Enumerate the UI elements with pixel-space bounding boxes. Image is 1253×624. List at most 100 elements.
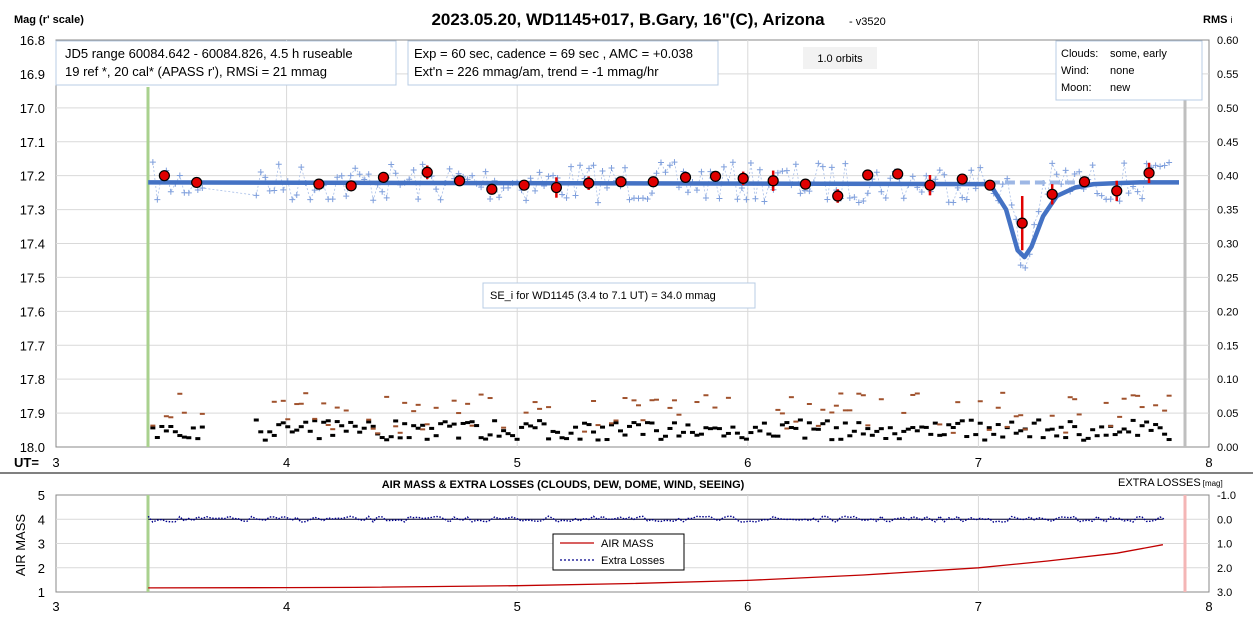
exposure-info-line1: Exp = 60 sec, cadence = 69 sec , AMC = +…: [414, 46, 693, 61]
raw-point: [792, 161, 799, 168]
se-box: SE_i for WD1145 (3.4 to 7.1 UT) = 34.0 m…: [482, 282, 756, 309]
bottom-y-tick-label: 5: [38, 488, 45, 503]
raw-point: [909, 173, 916, 180]
raw-point: [550, 172, 557, 179]
binned-point: [345, 180, 357, 192]
raw-point: [950, 199, 957, 206]
y-left-axis-title: Mag (r' scale): [14, 14, 84, 26]
top-y-tick-labels: 16.8 16.9 17.0 17.1 17.2 17.3 17.4 17.5 17.6 17.7…: [20, 33, 45, 455]
rms-marks: [150, 391, 1172, 442]
x-tick-label: 8: [1205, 455, 1212, 470]
raw-point: [469, 172, 476, 179]
raw-point: [702, 195, 709, 202]
raw-point: [932, 176, 939, 183]
raw-point: [433, 186, 440, 193]
raw-point: [622, 164, 629, 171]
raw-point: [851, 194, 858, 201]
raw-point: [608, 164, 615, 171]
raw-point: [657, 159, 664, 166]
raw-point: [684, 189, 691, 196]
raw-point: [644, 196, 651, 203]
raw-point: [1098, 192, 1105, 199]
bottom-chart-title: AIR MASS & EXTRA LOSSES (CLOUDS, DEW, DO…: [382, 479, 745, 491]
binned-point: [862, 169, 874, 181]
raw-point: [797, 190, 804, 197]
raw-point: [1062, 167, 1069, 174]
raw-point: [590, 162, 597, 169]
raw-point: [154, 196, 161, 203]
raw-point: [887, 175, 894, 182]
chart-version: - v3520: [849, 16, 886, 28]
binned-point: [1111, 185, 1123, 197]
raw-point: [446, 165, 453, 172]
raw-point: [774, 169, 781, 176]
raw-point: [532, 187, 539, 194]
binned-point: [453, 175, 466, 187]
y-tick-label: 17.5: [20, 270, 45, 285]
raw-point: [482, 168, 489, 175]
raw-point: [311, 187, 318, 194]
raw-point: [1022, 264, 1029, 271]
bottom-y-tick-label: 1: [38, 585, 45, 600]
weather-clouds-label: Clouds:: [1061, 48, 1098, 60]
y-tick-label: 18.0: [20, 440, 45, 455]
y2-tick-label: 0.55: [1217, 69, 1238, 81]
binned-point: [583, 177, 595, 189]
raw-point: [855, 199, 862, 206]
raw-point: [846, 195, 853, 202]
raw-point: [419, 161, 426, 168]
raw-point: [626, 196, 633, 203]
raw-point: [338, 172, 345, 179]
raw-point: [1076, 168, 1083, 175]
raw-point: [487, 195, 494, 202]
raw-point: [1107, 196, 1114, 203]
raw-point: [298, 164, 305, 171]
y2-tick-label: 0.00: [1217, 442, 1238, 454]
raw-point: [604, 184, 611, 191]
raw-point: [536, 169, 543, 176]
bottom-y2-tick-label: 0.0: [1217, 514, 1232, 526]
x-axis-title: UT=: [14, 455, 39, 470]
raw-point: [666, 162, 673, 169]
raw-point: [307, 196, 314, 203]
y2-tick-label: 0.10: [1217, 374, 1238, 386]
weather-box: Clouds: some, early Wind: none Moon: new: [1055, 40, 1203, 101]
raw-point: [1035, 208, 1042, 215]
top-y2-tick-labels: 0.60 0.55 0.50 0.45 0.40 0.35 0.30 0.25 0.20 0.15…: [1217, 35, 1238, 454]
y2-tick-label: 0.30: [1217, 239, 1238, 251]
raw-point: [275, 161, 282, 168]
raw-point: [563, 194, 570, 201]
raw-point: [356, 171, 363, 178]
binned-point: [679, 171, 692, 183]
raw-point: [415, 196, 422, 203]
raw-point: [743, 196, 750, 203]
raw-point: [1049, 160, 1056, 167]
y2-tick-label: 0.25: [1217, 272, 1238, 284]
binned-point: [1143, 167, 1155, 179]
raw-point: [199, 184, 206, 191]
raw-point: [1121, 160, 1128, 167]
bottom-y2-tick-label: 2.0: [1217, 563, 1232, 575]
raw-point: [864, 190, 871, 197]
binned-point: [984, 179, 996, 191]
binned-point: [486, 183, 498, 195]
raw-point: [729, 159, 736, 166]
bottom-y2-tick-labels: -1.0 0.0 1.0 2.0 3.0: [1217, 490, 1236, 599]
binned-point: [799, 178, 812, 190]
raw-point: [882, 195, 889, 202]
jd-info-line2: 19 ref *, 20 cal* (APASS r'), RMSi = 21 …: [65, 64, 327, 79]
raw-point: [923, 172, 930, 179]
raw-point: [878, 188, 885, 195]
raw-point: [257, 168, 264, 175]
raw-point: [392, 170, 399, 177]
raw-point: [1017, 262, 1024, 269]
y-right-axis-title: RMS i: [1203, 14, 1232, 26]
raw-point: [873, 169, 880, 176]
raw-point: [253, 192, 260, 199]
y2-tick-label: 0.50: [1217, 103, 1238, 115]
binned-point: [1046, 188, 1058, 200]
weather-clouds-value: some, early: [1110, 48, 1167, 60]
raw-point: [167, 188, 174, 195]
bottom-y2-tick-label: -1.0: [1217, 490, 1236, 502]
